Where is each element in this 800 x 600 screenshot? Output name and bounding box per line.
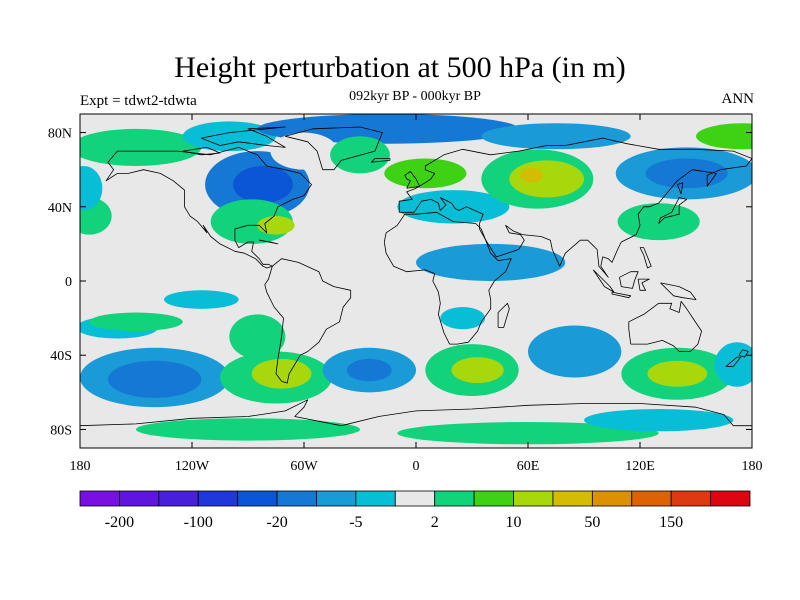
lon-tick-label: 60W — [290, 459, 318, 474]
anomaly-contour — [714, 342, 752, 387]
lon-tick-label: 120E — [625, 459, 655, 474]
anomaly-contour — [528, 325, 622, 378]
anomaly-contour — [440, 306, 486, 330]
lon-tick-label: 0 — [413, 459, 420, 474]
colorbar-swatch — [710, 490, 751, 507]
anomaly-contour — [397, 190, 510, 224]
colorbar-label: 2 — [431, 514, 439, 531]
anomaly-contour — [617, 203, 700, 241]
colorbar-label: -200 — [105, 514, 134, 531]
coastline — [398, 137, 752, 278]
coastline — [200, 126, 286, 148]
coastline — [676, 182, 684, 195]
anomaly-contour — [584, 409, 734, 432]
anomaly-contour — [696, 123, 752, 150]
colorbar: -200 -100 -20 -5 2 10 50 150 — [79, 490, 751, 531]
anomaly-contour — [164, 290, 239, 309]
colorbar-swatch — [591, 490, 633, 507]
anomaly-contour — [89, 312, 183, 332]
lat-tick-label: 40S — [50, 349, 72, 364]
coastline — [264, 258, 352, 384]
colorbar-label: 10 — [506, 514, 522, 531]
coastline — [284, 126, 383, 171]
lat-tick-label: 40N — [48, 201, 72, 216]
colorbar-label: 50 — [584, 514, 600, 531]
lat-tick-label: 0 — [65, 275, 72, 290]
coastline — [658, 197, 688, 224]
colorbar-swatch — [473, 490, 514, 507]
colorbar-label: 150 — [659, 514, 683, 531]
colorbar-label: -100 — [184, 514, 213, 531]
anomaly-contour — [384, 158, 467, 189]
axis-ticks: 80N 40N 0 40S 80S 180 120W 60W 0 60E 120E 180 — [48, 114, 763, 474]
coastline — [637, 278, 650, 291]
anomaly-contour — [481, 123, 631, 150]
coastline — [383, 211, 512, 345]
colorbar-swatch — [513, 490, 554, 507]
colorbar-swatch — [552, 490, 593, 507]
coastline — [497, 302, 510, 328]
colorbar-swatch — [355, 490, 396, 507]
coastline — [182, 147, 221, 156]
anomaly-contour — [257, 216, 295, 235]
coastline — [404, 171, 421, 189]
coastline — [105, 147, 312, 269]
colorbar-swatch — [158, 490, 199, 507]
map-title: Height perturbation at 500 hPa (in m) — [174, 51, 626, 84]
colorbar-label: -5 — [349, 514, 362, 531]
coastline — [738, 349, 749, 358]
colorbar-swatch — [119, 490, 160, 507]
season-label: ANN — [721, 91, 755, 107]
colorbar-swatch — [316, 490, 357, 507]
coastline — [259, 239, 279, 245]
colorbar-swatch — [670, 490, 711, 507]
anomaly-contour — [233, 165, 293, 204]
anomaly-contour — [270, 132, 338, 170]
lon-tick-label: 180 — [742, 459, 763, 474]
map-subtitle: 092kyr BP - 000kyr BP — [349, 89, 481, 104]
lon-tick-label: 60E — [517, 459, 540, 474]
coastline — [660, 282, 697, 300]
colorbar-swatch — [276, 490, 317, 507]
colorbar-swatch — [79, 490, 120, 507]
anomaly-contour — [416, 243, 566, 281]
colorbar-swatch — [197, 490, 239, 507]
anomaly-contour — [80, 165, 103, 211]
anomaly-contour — [520, 167, 543, 183]
anomaly-contour — [229, 314, 286, 359]
anomaly-contour — [251, 358, 312, 389]
anomaly-contour — [136, 418, 360, 441]
colorbar-swatch — [237, 490, 278, 507]
colorbar-label: -20 — [266, 514, 287, 531]
anomaly-contour — [451, 357, 504, 384]
colorbar-swatch — [394, 490, 436, 507]
coastline — [639, 247, 652, 269]
lat-tick-label: 80N — [48, 127, 72, 142]
lon-tick-label: 180 — [70, 459, 91, 474]
coastline — [619, 271, 639, 289]
anomaly-contour — [346, 358, 392, 382]
anomaly-contour — [647, 360, 708, 387]
coastline — [725, 356, 742, 367]
colorbar-swatch — [631, 490, 672, 507]
coastline — [370, 158, 391, 163]
coastline — [611, 291, 632, 299]
anomaly-contour — [108, 360, 202, 398]
coastline-layer — [80, 126, 752, 427]
anomaly-contour — [509, 160, 584, 198]
coastline — [628, 301, 702, 352]
coastline — [80, 399, 752, 427]
anomaly-contour — [397, 422, 659, 445]
experiment-label: Expt = tdwt2-tdwta — [80, 93, 197, 109]
lon-tick-label: 120W — [175, 459, 210, 474]
colorbar-swatch — [434, 490, 475, 507]
anomaly-contour — [80, 128, 202, 166]
lat-tick-label: 80S — [50, 423, 72, 438]
